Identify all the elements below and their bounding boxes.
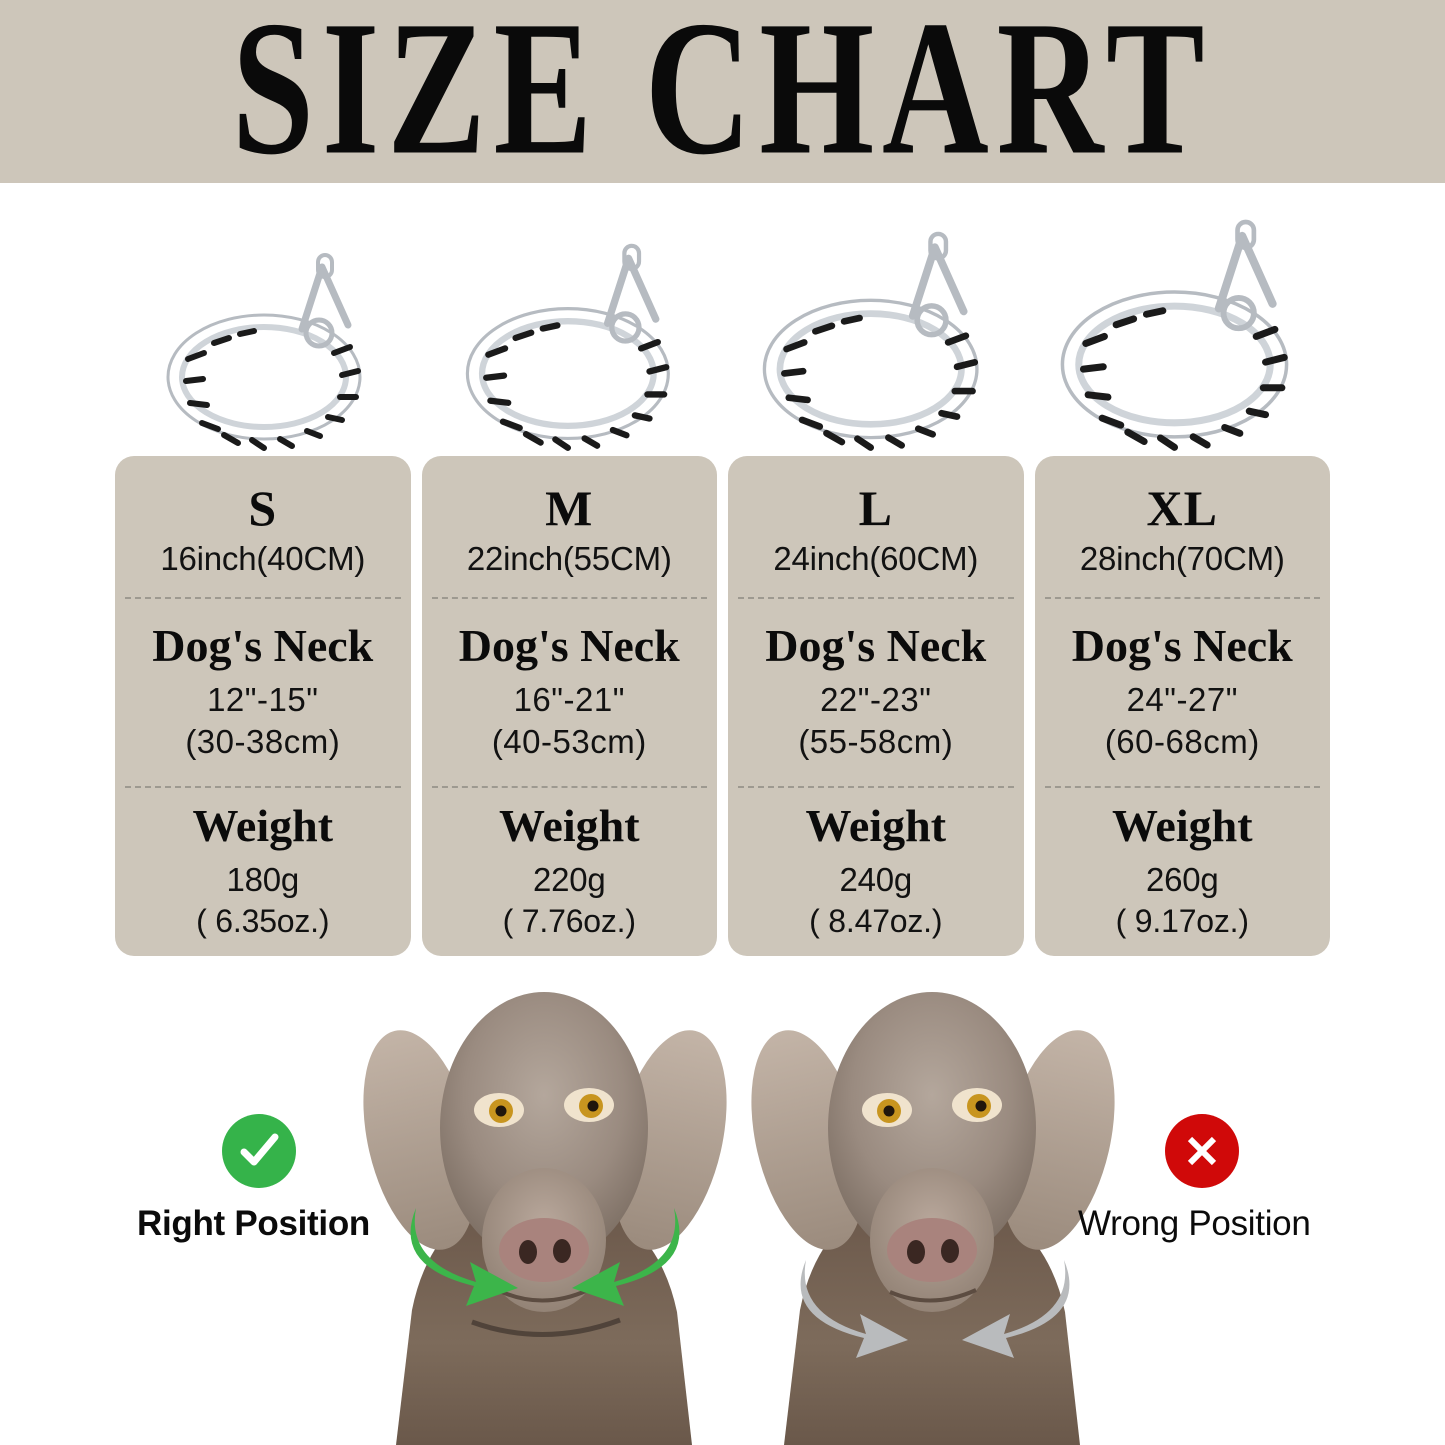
weight-cell: Weight 240g ( 8.47oz.): [728, 788, 1024, 956]
weight-ounces-value: ( 8.47oz.): [809, 902, 943, 939]
cell-divider: [125, 596, 401, 599]
header-band: SIZE CHART: [0, 0, 1445, 183]
neck-inch-value: 22"-23": [820, 680, 932, 718]
size-label: M: [545, 479, 594, 536]
size-label: S: [248, 479, 278, 536]
curved-arrow-icon-right: [410, 1208, 680, 1306]
neck-inch-value: 12"-15": [207, 680, 319, 718]
dog-photo-wrong-position: [740, 950, 1125, 1445]
size-length-value: 22inch(55CM): [466, 539, 672, 577]
size-card-xl: XL 28inch(70CM) Dog's Neck 24"-27" (60-6…: [1034, 456, 1331, 956]
cell-divider: [738, 786, 1014, 789]
weight-grams-value: 220g: [532, 860, 606, 898]
cell-divider: [1044, 596, 1320, 599]
size-header-cell: M 22inch(55CM): [422, 456, 718, 597]
weight-ounces-value: ( 9.17oz.): [1115, 902, 1249, 939]
size-card-m: M 22inch(55CM) Dog's Neck 16"-21" (40-53…: [421, 456, 718, 956]
weight-row-label: Weight: [1111, 800, 1253, 852]
cell-divider: [431, 786, 707, 789]
neck-cm-value: (40-53cm): [491, 722, 647, 760]
collar-cell-m: [419, 196, 723, 452]
cell-divider: [431, 596, 707, 599]
cell-divider: [1044, 786, 1320, 789]
neck-cell: Dog's Neck 24"-27" (60-68cm): [1035, 599, 1331, 786]
collar-image-row: [115, 196, 1330, 452]
size-label: XL: [1146, 479, 1218, 536]
neck-row-label: Dog's Neck: [152, 620, 374, 672]
size-card-s: S 16inch(40CM) Dog's Neck 12"-15" (30-38…: [115, 456, 411, 956]
neck-cell: Dog's Neck 12"-15" (30-38cm): [115, 599, 411, 786]
collar-cell-s: [115, 196, 419, 452]
wrong-position-label: Wrong Position: [1078, 1204, 1311, 1243]
neck-cell: Dog's Neck 16"-21" (40-53cm): [422, 599, 718, 786]
neck-cm-value: (55-58cm): [798, 722, 954, 760]
collar-cell-xl: [1026, 196, 1330, 452]
neck-cm-value: (60-68cm): [1104, 722, 1260, 760]
prong-collar-icon: [166, 253, 362, 451]
collar-cell-l: [723, 196, 1027, 452]
size-header-cell: S 16inch(40CM): [115, 456, 411, 597]
page-title: SIZE CHART: [232, 0, 1213, 183]
position-comparison-section: [0, 950, 1445, 1445]
weight-row-label: Weight: [192, 800, 334, 852]
right-position-label: Right Position: [137, 1204, 370, 1243]
dog-photo-right-position: [352, 950, 737, 1445]
cell-divider: [738, 596, 1014, 599]
cell-divider: [125, 786, 401, 789]
neck-inch-value: 16"-21": [513, 680, 625, 718]
weight-cell: Weight 260g ( 9.17oz.): [1035, 788, 1331, 956]
prong-collar-icon: [465, 243, 670, 451]
size-length-value: 28inch(70CM): [1079, 539, 1285, 577]
weight-cell: Weight 180g ( 6.35oz.): [115, 788, 411, 956]
weight-row-label: Weight: [498, 800, 640, 852]
neck-row-label: Dog's Neck: [1071, 620, 1293, 672]
size-card-l: L 24inch(60CM) Dog's Neck 22"-23" (55-58…: [728, 456, 1024, 956]
size-header-cell: L 24inch(60CM): [728, 456, 1024, 597]
neck-row-label: Dog's Neck: [765, 620, 987, 672]
weight-grams-value: 240g: [839, 860, 913, 898]
prong-collar-icon: [1060, 219, 1289, 451]
size-table: S 16inch(40CM) Dog's Neck 12"-15" (30-38…: [115, 456, 1330, 956]
weight-ounces-value: ( 7.76oz.): [502, 902, 636, 939]
x-circle-icon: [1165, 1114, 1239, 1188]
size-label: L: [858, 479, 893, 536]
weight-grams-value: 180g: [226, 860, 300, 898]
prong-collar-icon: [763, 231, 979, 451]
weight-cell: Weight 220g ( 7.76oz.): [422, 788, 718, 956]
check-circle-icon: [222, 1114, 296, 1188]
size-header-cell: XL 28inch(70CM): [1035, 456, 1331, 597]
size-length-value: 24inch(60CM): [773, 539, 979, 577]
neck-inch-value: 24"-27": [1126, 680, 1238, 718]
size-length-value: 16inch(40CM): [160, 539, 366, 577]
weight-ounces-value: ( 6.35oz.): [196, 902, 330, 939]
neck-cell: Dog's Neck 22"-23" (55-58cm): [728, 599, 1024, 786]
collar-line: [471, 1317, 621, 1337]
curved-arrow-icon-wrong: [800, 1260, 1070, 1358]
neck-row-label: Dog's Neck: [458, 620, 680, 672]
neck-cm-value: (30-38cm): [185, 722, 341, 760]
weight-grams-value: 260g: [1145, 860, 1219, 898]
weight-row-label: Weight: [805, 800, 947, 852]
